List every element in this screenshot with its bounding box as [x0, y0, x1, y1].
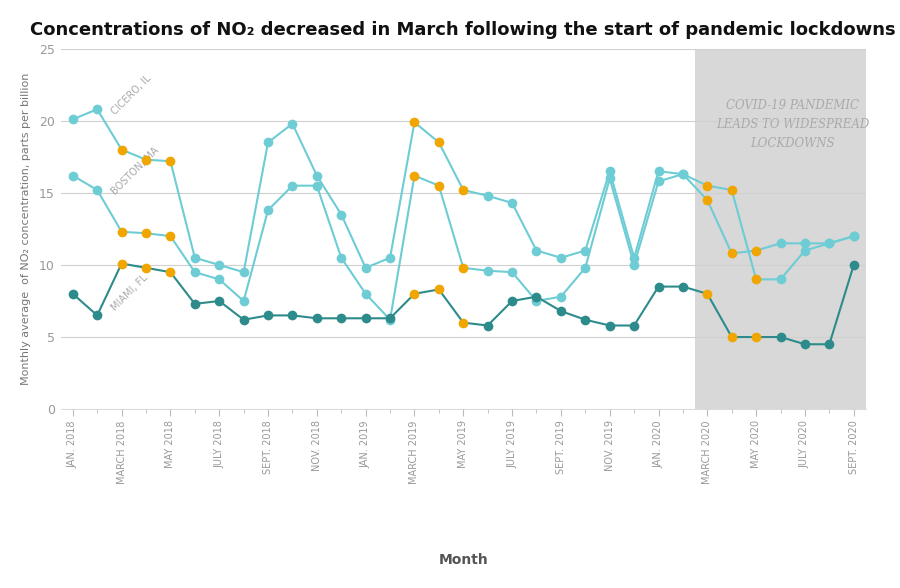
- Y-axis label: Monthly average  of NO₂ concentration, parts per billion: Monthly average of NO₂ concentration, pa…: [21, 73, 31, 385]
- Text: BOSTON, MA: BOSTON, MA: [110, 146, 161, 197]
- Text: MIAMI, FL: MIAMI, FL: [110, 272, 149, 313]
- Title: Concentrations of NO₂ decreased in March following the start of pandemic lockdow: Concentrations of NO₂ decreased in March…: [31, 21, 896, 39]
- X-axis label: Month: Month: [438, 553, 488, 567]
- Text: COVID-19 PANDEMIC
LEADS TO WIDESPREAD
LOCKDOWNS: COVID-19 PANDEMIC LEADS TO WIDESPREAD LO…: [716, 99, 869, 150]
- Bar: [695, 49, 866, 409]
- Text: CICERO, IL: CICERO, IL: [110, 73, 153, 116]
